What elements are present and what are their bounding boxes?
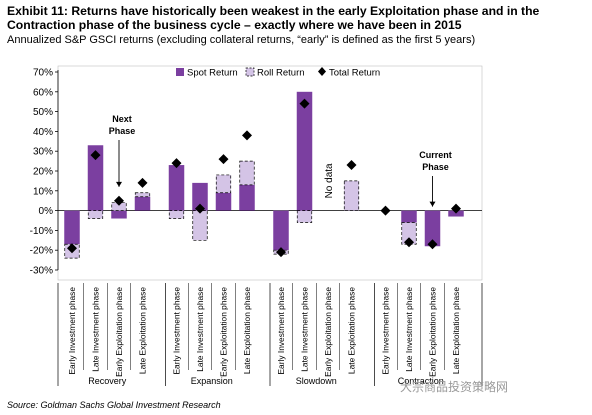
annotation-label: Next (112, 114, 132, 124)
group-label: Expansion (191, 376, 233, 386)
total-return-marker (90, 150, 101, 161)
roll-return-bar (401, 222, 417, 245)
total-return-marker (346, 160, 357, 171)
category-label: Late Investment phase (91, 287, 101, 372)
legend-label: Roll Return (257, 68, 305, 79)
group-label: Contraction (398, 376, 444, 386)
y-tick-label: 0% (39, 206, 54, 217)
roll-return-bar (134, 192, 151, 198)
category-label: Late Investment phase (300, 287, 310, 372)
spot-return-bar (273, 210, 289, 251)
category-label: Late Exploitation phase (242, 287, 252, 374)
total-return-marker (427, 239, 438, 250)
annotation-arrowhead (429, 201, 436, 207)
group-label: Recovery (88, 376, 127, 386)
category-label: Early Exploitation phase (114, 287, 124, 377)
total-return-marker (242, 130, 252, 141)
y-tick-label: -30% (30, 266, 53, 277)
legend-label: Spot Return (187, 68, 238, 79)
legend-label: Total Return (329, 68, 380, 79)
y-tick-label: 60% (33, 87, 53, 98)
group-label: Slowdown (296, 376, 337, 386)
category-label: Late Exploitation phase (138, 287, 148, 374)
total-return-marker (137, 177, 148, 188)
spot-return-bar (239, 184, 255, 211)
roll-return-bar (168, 210, 185, 219)
spot-return-bar (215, 192, 232, 211)
spot-return-bar (424, 210, 441, 247)
category-label: Early Investment phase (276, 287, 286, 375)
spot-return-bar (168, 165, 185, 211)
no-data-label: No data (324, 163, 335, 198)
legend-swatch-roll (245, 67, 255, 77)
spot-return-bar (296, 91, 313, 211)
spot-return-bar (192, 182, 208, 211)
spot-return-bar (401, 210, 417, 223)
spot-return-bar (64, 210, 80, 245)
y-tick-label: 20% (33, 167, 53, 178)
roll-return-bar (296, 210, 313, 223)
roll-return-bar (192, 210, 208, 241)
legend: Spot Return Roll Return Total Return (176, 67, 380, 79)
roll-return-bar (87, 210, 104, 219)
source-note: Source: Goldman Sachs Global Investment … (7, 400, 221, 410)
total-return-marker (195, 203, 205, 214)
spot-return-bar (111, 210, 127, 219)
category-label: Early Exploitation phase (323, 287, 333, 377)
roll-return-bar (215, 174, 232, 194)
y-tick-label: 50% (33, 107, 53, 118)
category-label: Early Exploitation phase (428, 287, 438, 377)
category-label: Early Investment phase (381, 287, 391, 375)
annotation-label: Phase (422, 162, 449, 172)
roll-return-bar (343, 180, 360, 211)
total-return-marker (380, 205, 391, 216)
y-tick-label: 10% (33, 186, 53, 197)
category-label: Early Exploitation phase (219, 287, 229, 377)
markers-layer (67, 98, 461, 258)
total-return-marker (276, 247, 286, 258)
total-return-marker (404, 237, 414, 248)
total-return-marker (299, 98, 310, 109)
page-subtitle: Annualized S&P GSCI returns (excluding c… (7, 34, 476, 46)
total-return-marker (451, 203, 461, 214)
y-tick-label: 30% (33, 147, 53, 158)
category-label: Early Investment phase (67, 287, 77, 375)
annotation-arrowhead (116, 181, 122, 187)
category-label: Late Investment phase (404, 287, 414, 372)
spot-return-bar (87, 145, 104, 211)
annotation-label: Current (419, 150, 452, 160)
legend-swatch-spot (176, 68, 184, 76)
total-return-marker (114, 195, 124, 206)
roll-return-bar (239, 160, 255, 186)
category-label: Late Investment phase (195, 287, 205, 372)
legend-swatch-total (318, 67, 326, 76)
y-tick-label: -20% (30, 246, 53, 257)
category-label: Late Exploitation phase (451, 287, 461, 374)
total-return-marker (171, 158, 182, 169)
y-tick-label: 40% (33, 127, 53, 138)
category-label: Early Investment phase (172, 287, 182, 375)
total-return-marker (67, 243, 77, 254)
total-return-marker (218, 154, 229, 165)
watermark: 大宗商品投资策略网 (400, 380, 509, 394)
category-label: Late Exploitation phase (347, 287, 357, 374)
spot-return-bar (134, 196, 151, 211)
y-tick-label: -10% (30, 226, 53, 237)
page-title: Exhibit 11: Returns have historically be… (7, 4, 540, 32)
labels-layer: -30% -20% -10% 0% 10% 20% 30% 40% 50% 60% 70% Early… (30, 68, 461, 387)
plot-frame (57, 65, 483, 281)
y-tick-label: 70% (33, 68, 53, 79)
annotation-label: Phase (109, 126, 136, 136)
axes-layer (55, 65, 483, 386)
